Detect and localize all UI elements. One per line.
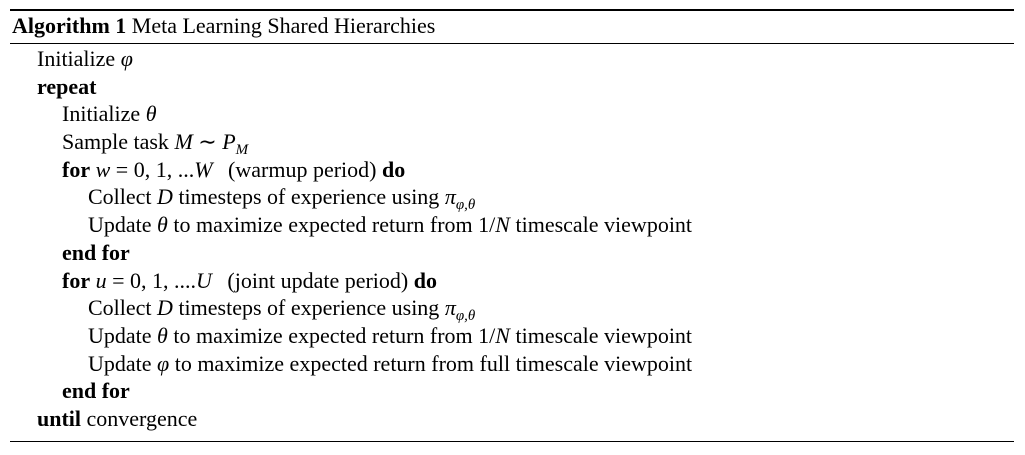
keyword-end-for: end for bbox=[62, 239, 130, 265]
line-text: Collect bbox=[88, 295, 152, 321]
line-text: timescale viewpoint bbox=[515, 322, 693, 348]
keyword-end-for: end for bbox=[62, 378, 130, 404]
math-sim: ∼ bbox=[198, 129, 217, 155]
keyword-until: until bbox=[37, 405, 82, 431]
line-update-theta-warmup: Update θ to maximize expected return fro… bbox=[0, 211, 1025, 239]
line-collect-joint: Collect D timesteps of experience using … bbox=[0, 294, 1025, 325]
line-text: to maximize expected return from bbox=[173, 212, 473, 238]
caption-rule bbox=[10, 43, 1014, 44]
math-range: = 0, 1, ... bbox=[115, 156, 195, 182]
comment-joint: (joint update period) bbox=[227, 267, 409, 293]
math-D: D bbox=[157, 295, 173, 321]
line-for-joint: for u = 0, 1, ....U (joint update period… bbox=[0, 267, 1025, 295]
line-until: until convergence bbox=[0, 405, 1025, 433]
math-D: D bbox=[157, 184, 173, 210]
line-sample-task: Sample task M ∼ PM bbox=[0, 128, 1025, 159]
math-pi: π bbox=[444, 184, 456, 210]
keyword-for: for bbox=[62, 156, 91, 182]
algorithm-caption: Algorithm 1 Meta Learning Shared Hierarc… bbox=[12, 11, 435, 43]
line-text: Update bbox=[88, 212, 152, 238]
line-end-for: end for bbox=[0, 239, 1025, 267]
math-sub-phi-theta: φ,θ bbox=[455, 308, 476, 325]
math-sub-phi-theta: φ,θ bbox=[455, 197, 476, 214]
math-u: u bbox=[95, 267, 107, 293]
math-N: N bbox=[495, 322, 510, 348]
line-text: Update bbox=[88, 322, 152, 348]
math-theta: θ bbox=[145, 101, 157, 127]
math-pi: π bbox=[444, 295, 456, 321]
math-one-over: 1/ bbox=[478, 322, 496, 348]
line-repeat: repeat bbox=[0, 73, 1025, 101]
line-text: Collect bbox=[88, 184, 152, 210]
math-M: M bbox=[174, 129, 193, 155]
line-text: Sample task bbox=[62, 129, 169, 155]
algorithm-label: Algorithm 1 bbox=[12, 13, 127, 38]
line-update-phi: Update φ to maximize expected return fro… bbox=[0, 350, 1025, 378]
math-w: w bbox=[95, 156, 111, 182]
line-collect-warmup: Collect D timesteps of experience using … bbox=[0, 183, 1025, 214]
line-initialize-phi: Initialize φ bbox=[0, 45, 1025, 73]
line-text: convergence bbox=[86, 405, 198, 431]
line-for-warmup: for w = 0, 1, ...W (warmup period) do bbox=[0, 156, 1025, 184]
math-range: = 0, 1, .... bbox=[112, 267, 197, 293]
bottom-rule bbox=[10, 441, 1014, 442]
math-W: W bbox=[194, 156, 213, 182]
math-theta: θ bbox=[157, 322, 168, 348]
math-P: P bbox=[222, 129, 236, 155]
math-theta: θ bbox=[157, 212, 168, 238]
math-phi: φ bbox=[157, 350, 170, 376]
comment-warmup: (warmup period) bbox=[228, 156, 377, 182]
keyword-for: for bbox=[62, 267, 91, 293]
line-text: to maximize expected return from full ti… bbox=[174, 350, 693, 376]
line-update-theta-joint: Update θ to maximize expected return fro… bbox=[0, 322, 1025, 350]
keyword-do: do bbox=[381, 156, 406, 182]
line-text: timesteps of experience using bbox=[178, 184, 440, 210]
line-initialize-theta: Initialize θ bbox=[0, 100, 1025, 128]
math-U: U bbox=[196, 267, 212, 293]
math-phi: φ bbox=[120, 46, 133, 71]
line-text: timescale viewpoint bbox=[515, 212, 693, 238]
line-end-for: end for bbox=[0, 377, 1025, 405]
line-text: to maximize expected return from bbox=[173, 322, 473, 348]
math-one-over: 1/ bbox=[478, 212, 496, 238]
top-rule bbox=[10, 9, 1014, 11]
keyword-repeat: repeat bbox=[37, 73, 97, 99]
math-sub-M: M bbox=[235, 142, 249, 159]
line-text: Initialize bbox=[37, 46, 116, 71]
algorithm-title: Meta Learning Shared Hierarchies bbox=[131, 13, 436, 38]
line-text: Initialize bbox=[62, 101, 141, 127]
line-text: Update bbox=[88, 350, 152, 376]
line-text: timesteps of experience using bbox=[178, 295, 440, 321]
algorithm-body: Initialize φ repeat Initialize θ Sample … bbox=[0, 45, 1025, 433]
keyword-do: do bbox=[413, 267, 437, 293]
math-N: N bbox=[495, 212, 510, 238]
